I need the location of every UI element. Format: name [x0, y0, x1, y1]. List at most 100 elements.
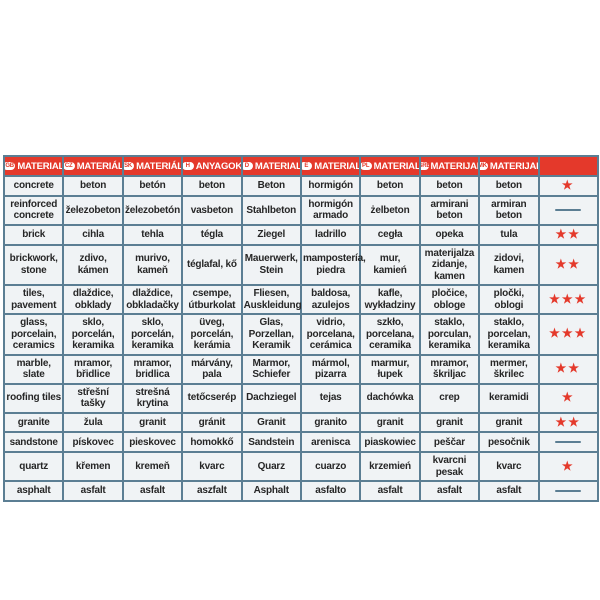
material-cell: Ziegel — [240, 223, 302, 246]
material-cell: brick — [2, 223, 65, 246]
material-cell: zdivo, kámen — [62, 243, 124, 287]
material-cell: pločice, obloge — [418, 284, 481, 316]
column-header-SK: SK MATERIÁL — [121, 155, 184, 177]
rating-stars-icon: ★★ — [537, 223, 599, 246]
material-cell: žula — [62, 411, 124, 434]
material-cell: tula — [478, 223, 540, 246]
material-cell: Stahlbeton — [240, 194, 302, 226]
rating-stars-icon: ★ — [537, 382, 599, 414]
material-cell: mur, kamień — [359, 243, 421, 287]
material-cell: cuarzo — [299, 451, 362, 483]
material-cell: vasbeton — [181, 194, 243, 226]
material-cell: pískovec — [62, 431, 124, 454]
material-cell: hormigón — [299, 175, 362, 197]
material-cell: üveg, porcelán, kerámia — [181, 313, 243, 356]
material-cell: dachówka — [359, 382, 421, 414]
language-badge-icon: CZ — [65, 162, 75, 170]
language-badge-icon: SRB — [421, 162, 431, 170]
table-row: glass, porcelain, ceramics sklo, porcelán… — [2, 313, 599, 356]
column-header-label: MATERIAL — [373, 160, 420, 172]
material-cell: vidrio, porcelana, cerámica — [299, 313, 362, 356]
material-cell: železobetón — [121, 194, 184, 226]
material-cell: beton — [359, 175, 421, 197]
material-cell: tehla — [121, 223, 184, 246]
material-cell: staklo, porculan, keramika — [418, 313, 481, 356]
language-badge-icon: E — [302, 162, 313, 170]
material-cell: glass, porcelain, ceramics — [2, 313, 65, 356]
rating-none-dash — [537, 194, 599, 226]
rating-stars-icon: ★★★ — [537, 284, 599, 316]
material-cell: mármol, pizarra — [299, 353, 362, 385]
material-cell: arenisca — [299, 431, 362, 454]
column-header-label: MATERIJAL — [489, 160, 539, 172]
material-cell: pieskovec — [121, 431, 184, 454]
material-cell: pesočnik — [478, 431, 540, 454]
column-header-E: E MATERIAL — [299, 155, 362, 177]
material-cell: beton — [418, 175, 481, 197]
language-badge-icon: MK — [481, 162, 488, 170]
table-row: granite žula granit gránit Granit granito gran… — [2, 411, 599, 434]
column-header-PL: PL MATERIAL — [359, 155, 421, 177]
rating-stars-icon: ★★ — [537, 411, 599, 434]
material-cell: tiles, pavement — [2, 284, 65, 316]
material-cell: Marmor, Schiefer — [240, 353, 302, 385]
header-row: GB MATERIAL CZ MATERIÁL SK MATERIÁL H ANYAGOK D M… — [2, 155, 599, 177]
material-cell: tégla — [181, 223, 243, 246]
table-body: concrete beton betón beton Beton hormigón beto… — [2, 175, 599, 502]
material-cell: asfalt — [478, 480, 540, 502]
material-cell: marmur, łupek — [359, 353, 421, 385]
column-header-rating — [537, 155, 599, 177]
material-cell: Glas, Porzellan, Keramik — [240, 313, 302, 356]
language-badge-icon: SK — [124, 162, 135, 170]
column-header-H: H ANYAGOK — [181, 155, 243, 177]
material-cell: keramidi — [478, 382, 540, 414]
material-cell: homokkő — [181, 431, 243, 454]
material-cell: concrete — [2, 175, 65, 197]
material-cell: armiran beton — [478, 194, 540, 226]
column-header-label: ANYAGOK — [195, 160, 242, 172]
material-cell: murivo, kameň — [121, 243, 184, 287]
language-badge-icon: GB — [5, 162, 16, 170]
rating-none-dash — [537, 480, 599, 502]
material-cell: téglafal, kő — [181, 243, 243, 287]
material-cell: marble, slate — [2, 353, 65, 385]
table-row: roofing tiles střešní tašky strešná krytin… — [2, 382, 599, 414]
material-cell: Mauerwerk, Stein — [240, 243, 302, 287]
material-cell: roofing tiles — [2, 382, 65, 414]
material-cell: mramor, bridlica — [121, 353, 184, 385]
material-cell: granit — [418, 411, 481, 434]
material-cell: beton — [181, 175, 243, 197]
material-cell: kvarc — [478, 451, 540, 483]
material-cell: dlaždice, obkladačky — [121, 284, 184, 316]
material-cell: Quarz — [240, 451, 302, 483]
material-cell: crep — [418, 382, 481, 414]
column-header-label: MATERIJAL — [430, 160, 480, 172]
table-row: tiles, pavement dlaždice, obklady dlaždice… — [2, 284, 599, 316]
column-header-GB: GB MATERIAL — [2, 155, 65, 177]
material-cell: piaskowiec — [359, 431, 421, 454]
material-cell: asfalt — [359, 480, 421, 502]
material-cell: cihla — [62, 223, 124, 246]
material-translation-table-wrap: GB MATERIAL CZ MATERIÁL SK MATERIÁL H ANYAGOK D M… — [2, 155, 599, 502]
material-cell: Fliesen, Auskleidung — [240, 284, 302, 316]
material-cell: tejas — [299, 382, 362, 414]
dash-icon — [555, 441, 582, 444]
material-cell: brickwork, stone — [2, 243, 65, 287]
material-cell: granito — [299, 411, 362, 434]
material-cell: beton — [478, 175, 540, 197]
table-row: quartz křemen kremeň kvarc Quarz cuarzo krzemi… — [2, 451, 599, 483]
material-cell: aszfalt — [181, 480, 243, 502]
rating-none-dash — [537, 431, 599, 454]
material-cell: gránit — [181, 411, 243, 434]
material-cell: Sandstein — [240, 431, 302, 454]
material-cell: Granit — [240, 411, 302, 434]
material-cell: hormigón armado — [299, 194, 362, 226]
material-cell: zidovi, kamen — [478, 243, 540, 287]
column-header-CZ: CZ MATERIÁL — [62, 155, 124, 177]
material-cell: mramor, břidlice — [62, 353, 124, 385]
table-row: brick cihla tehla tégla Ziegel ladrillo cegła o… — [2, 223, 599, 246]
material-cell: kafle, wykładziny — [359, 284, 421, 316]
rating-stars-icon: ★ — [537, 175, 599, 197]
material-cell: baldosa, azulejos — [299, 284, 362, 316]
material-cell: ladrillo — [299, 223, 362, 246]
